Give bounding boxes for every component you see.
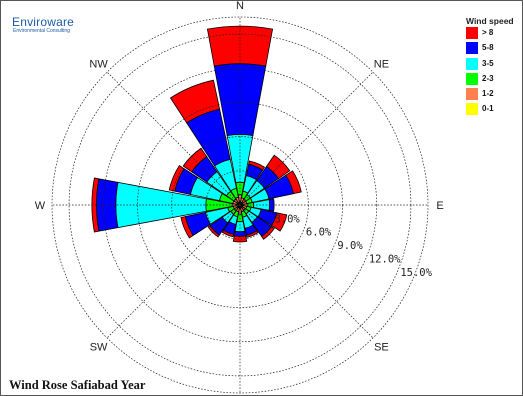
- legend-label: 1-2: [482, 89, 494, 99]
- legend-swatch: [466, 103, 478, 116]
- petal-nw-8: [182, 147, 208, 173]
- compass-label-ne: NE: [374, 59, 389, 71]
- grid-spoke-ne: [239, 71, 374, 206]
- grid-ring-outer: [51, 16, 429, 394]
- legend-swatch: [466, 88, 478, 101]
- legend-label: > 8: [482, 28, 494, 37]
- petal-wsw-8: [180, 216, 194, 239]
- petal-ssw-8: [221, 229, 235, 238]
- legend-label: 5-8: [482, 43, 494, 53]
- ring-label-5: 15.0%: [400, 267, 432, 279]
- petal-s-8: [232, 235, 248, 243]
- petal-nne-8: [248, 160, 266, 171]
- logo-name: Enviroware: [12, 15, 75, 29]
- grid-ring-4: [102, 67, 378, 343]
- grid-spoke-sw: [106, 204, 241, 339]
- petal-nnw-8: [169, 79, 221, 124]
- legend-item: > 8: [466, 26, 523, 41]
- grid-spoke-nw: [106, 71, 241, 206]
- legend-label: 3-5: [482, 58, 494, 68]
- compass-label-e: E: [436, 200, 443, 212]
- compass-label-se: SE: [374, 341, 389, 353]
- legend-item: 0-1: [466, 102, 523, 117]
- polar-grid: [51, 16, 429, 394]
- legend: Wind speed > 8 5-8 3-5 2-3 1-2 0-1: [466, 16, 523, 118]
- ring-label-2: 6.0%: [306, 227, 332, 239]
- legend-item: 2-3: [466, 72, 523, 87]
- legend-swatch: [466, 42, 478, 55]
- enviroware-logo: Enviroware Environmental Consulting: [12, 15, 90, 37]
- petal-ne-8: [265, 154, 291, 180]
- legend-swatch: [466, 27, 478, 39]
- compass-label-nw: NW: [89, 59, 108, 71]
- ring-label-3: 9.0%: [337, 240, 363, 252]
- polar-labels: NNEESESSWWNW3.0%6.0%9.0%12.0%15.0%: [35, 0, 444, 353]
- legend-label: 2-3: [482, 73, 494, 83]
- compass-label-n: N: [236, 0, 244, 12]
- compass-label-sw: SW: [90, 341, 108, 353]
- compass-label-w: W: [35, 200, 46, 212]
- legend-rows: > 8 5-8 3-5 2-3 1-2 0-1: [466, 26, 523, 118]
- petal-sse-8: [245, 230, 259, 238]
- legend-item: 1-2: [466, 87, 523, 102]
- petal-ene-8: [285, 170, 302, 195]
- logo-tagline: Environmental Consulting: [13, 28, 70, 34]
- grid-ring-1: [205, 170, 275, 240]
- legend-swatch: [466, 57, 478, 70]
- petal-sw-8: [207, 225, 220, 238]
- legend-item: 3-5: [466, 57, 523, 72]
- ring-label-4: 12.0%: [369, 253, 401, 265]
- legend-item: 5-8: [466, 41, 523, 56]
- wind-rose-petals: [91, 25, 302, 243]
- grid-spoke-se: [239, 204, 374, 339]
- petal-wnw-8: [168, 165, 185, 192]
- petal-n-8: [206, 25, 274, 67]
- legend-swatch: [466, 72, 478, 85]
- petal-ese-8: [270, 212, 288, 232]
- chart-title: Wind Rose Safiabad Year: [9, 378, 146, 392]
- ring-label-1: 3.0%: [274, 213, 300, 225]
- legend-label: 0-1: [482, 104, 494, 114]
- legend-title: Wind speed: [466, 16, 514, 26]
